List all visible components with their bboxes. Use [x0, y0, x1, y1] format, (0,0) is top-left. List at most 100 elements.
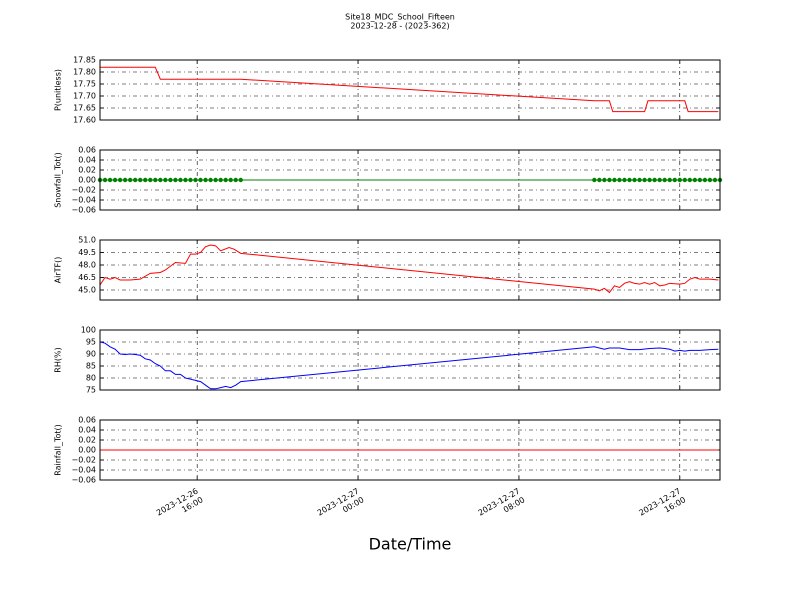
data-point	[112, 177, 118, 183]
data-point	[657, 177, 662, 183]
data-point	[642, 177, 647, 183]
y-tick-label: 85	[86, 362, 96, 371]
chart-title: Site18_MDC_School_Fifteen	[345, 13, 455, 22]
data-point	[692, 177, 698, 183]
plot-frame	[99, 329, 721, 391]
plot-frame	[99, 149, 721, 211]
data-point	[127, 177, 133, 183]
data-point	[602, 177, 607, 183]
data-point	[117, 177, 123, 183]
data-point	[702, 177, 708, 183]
data-point	[707, 177, 713, 183]
data-point	[592, 177, 597, 183]
data-point	[188, 177, 193, 183]
y-tick-label: 0.06	[78, 146, 96, 155]
y-tick-label: 45.0	[78, 286, 96, 295]
data-point	[193, 177, 198, 183]
data-point	[617, 177, 622, 183]
data-point	[102, 177, 108, 183]
data-point	[148, 177, 153, 183]
y-tick-label: 17.70	[73, 92, 96, 101]
y-tick-label: −0.06	[71, 206, 96, 215]
y-tick-label: 0.06	[78, 416, 96, 425]
data-line	[100, 341, 719, 390]
data-point	[622, 177, 627, 183]
data-point	[632, 177, 637, 183]
y-tick-label: 48.0	[78, 261, 96, 270]
data-line	[100, 66, 719, 113]
plot-frame	[99, 419, 721, 481]
y-tick-label: 49.5	[78, 248, 96, 257]
data-point	[687, 177, 693, 183]
plot-frame	[99, 59, 721, 121]
data-point	[712, 177, 718, 183]
y-tick-label: 0.04	[78, 426, 96, 435]
data-point	[647, 177, 652, 183]
y-tick-label: 0.04	[78, 156, 96, 165]
y-tick-label: 17.60	[73, 116, 96, 125]
data-point	[143, 177, 148, 183]
data-point	[597, 177, 602, 183]
data-point	[178, 177, 183, 183]
y-tick-label: 80	[86, 374, 96, 383]
data-point	[183, 177, 188, 183]
data-point	[132, 177, 138, 183]
y-tick-label: 75	[86, 386, 96, 395]
y-axis-label: AirTF()	[54, 257, 63, 284]
y-tick-label: 51.0	[78, 236, 96, 245]
data-point	[677, 177, 682, 183]
data-point	[213, 177, 218, 183]
data-point	[682, 177, 688, 183]
x-axis-label: Date/Time	[369, 535, 452, 554]
data-point	[607, 177, 612, 183]
data-point	[168, 177, 173, 183]
data-point	[637, 177, 642, 183]
data-point	[153, 177, 158, 183]
y-axis-label: RH(%)	[54, 347, 63, 372]
data-point	[223, 177, 228, 183]
chart-subtitle: 2023-12-28 - (2023-362)	[350, 22, 449, 31]
data-point	[627, 177, 632, 183]
y-tick-label: 90	[86, 350, 96, 359]
data-point	[107, 177, 113, 183]
data-point	[163, 177, 168, 183]
data-point	[203, 177, 208, 183]
data-point	[697, 177, 703, 183]
y-axis-label: Snowfall_Tot()	[54, 152, 63, 208]
y-tick-label: −0.06	[71, 476, 96, 485]
data-point	[173, 177, 178, 183]
data-point	[672, 177, 677, 183]
plot-frame	[99, 239, 721, 301]
y-tick-label: 0.02	[78, 166, 96, 175]
y-tick-label: 46.5	[78, 273, 96, 282]
y-tick-label: −0.02	[71, 456, 96, 465]
y-tick-label: −0.02	[71, 186, 96, 195]
data-point	[652, 177, 657, 183]
y-tick-label: 17.85	[73, 56, 96, 65]
data-point	[662, 177, 667, 183]
y-tick-label: 17.65	[73, 104, 96, 113]
data-point	[233, 177, 238, 183]
y-tick-label: 17.80	[73, 68, 96, 77]
y-tick-label: 0.00	[78, 446, 96, 455]
data-point	[138, 177, 143, 183]
data-point	[218, 177, 223, 183]
data-point	[667, 177, 672, 183]
data-point	[238, 177, 243, 183]
y-axis-label: Rainfall_Tot()	[54, 424, 63, 476]
data-point	[612, 177, 617, 183]
y-tick-label: 100	[81, 326, 96, 335]
y-axis-label: P(unitless)	[54, 69, 63, 111]
y-tick-label: −0.04	[71, 466, 96, 475]
data-point	[122, 177, 128, 183]
data-point	[158, 177, 163, 183]
data-point	[228, 177, 233, 183]
data-line	[100, 244, 719, 294]
y-tick-label: 95	[86, 338, 96, 347]
y-tick-label: 17.75	[73, 80, 96, 89]
data-point	[208, 177, 213, 183]
y-tick-label: −0.04	[71, 196, 96, 205]
y-tick-label: 0.02	[78, 436, 96, 445]
data-point	[198, 177, 203, 183]
